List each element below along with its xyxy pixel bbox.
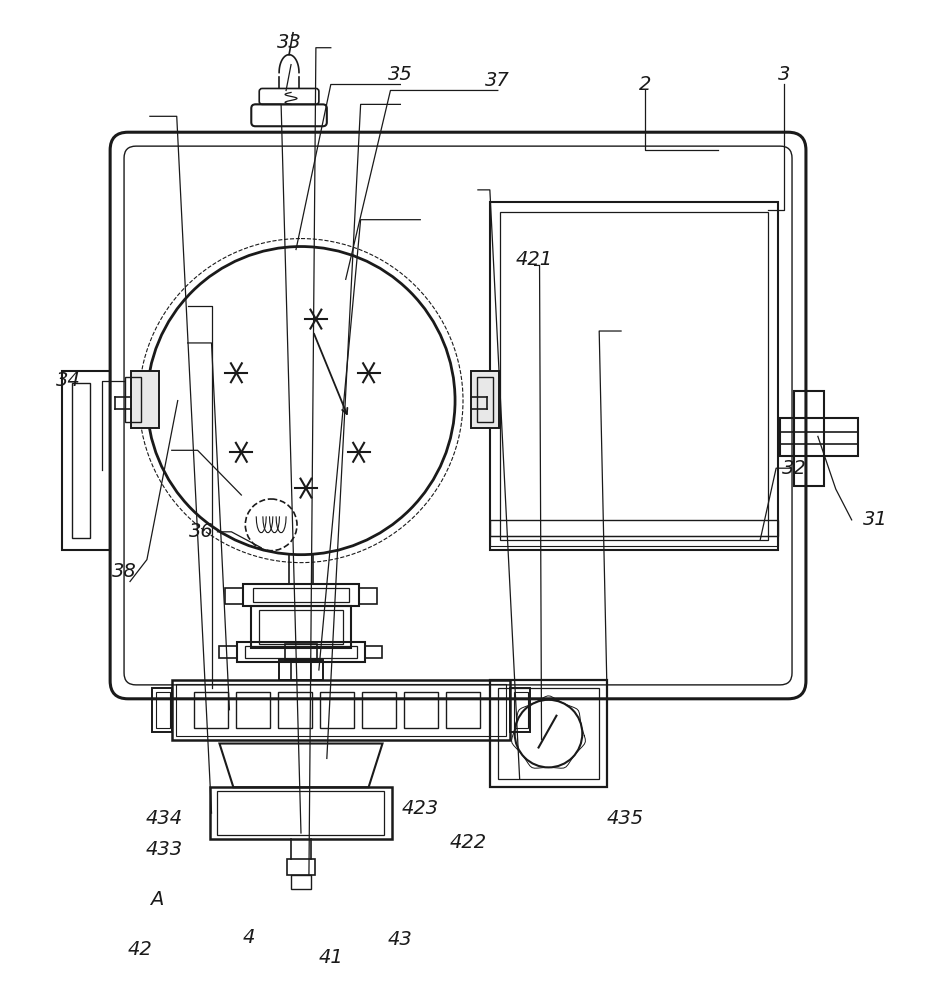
Bar <box>72 383 90 538</box>
Bar <box>217 791 384 835</box>
Bar <box>156 692 170 728</box>
Bar <box>193 692 227 728</box>
Bar <box>319 692 354 728</box>
Text: 38: 38 <box>111 562 136 581</box>
Bar <box>509 688 529 732</box>
Text: 36: 36 <box>189 522 213 541</box>
Text: 433: 433 <box>145 840 182 859</box>
Bar <box>210 787 392 839</box>
Bar <box>470 371 498 428</box>
Text: 421: 421 <box>515 250 552 269</box>
Bar <box>499 212 767 540</box>
Bar <box>243 584 358 606</box>
Text: 434: 434 <box>145 809 182 828</box>
Bar <box>285 644 316 660</box>
Bar <box>513 692 527 728</box>
Text: 2: 2 <box>638 75 651 94</box>
Text: 37: 37 <box>485 71 509 90</box>
Bar <box>358 588 376 604</box>
Text: 423: 423 <box>401 799 438 818</box>
Bar <box>62 371 110 550</box>
Bar <box>277 692 312 728</box>
Bar <box>219 646 238 658</box>
Text: 435: 435 <box>606 809 643 828</box>
Bar <box>780 418 857 456</box>
Bar <box>476 377 492 422</box>
Bar <box>245 646 356 658</box>
Text: 422: 422 <box>449 833 486 852</box>
Bar <box>489 520 778 536</box>
Bar <box>253 588 348 602</box>
Bar <box>131 371 159 428</box>
Bar <box>497 688 599 779</box>
Bar <box>172 680 509 740</box>
Text: 43: 43 <box>388 930 412 949</box>
Bar <box>278 660 323 680</box>
Bar <box>793 391 823 486</box>
Bar <box>236 692 269 728</box>
Bar <box>238 642 364 662</box>
Text: 35: 35 <box>388 65 412 84</box>
Bar <box>175 684 505 736</box>
Text: 32: 32 <box>780 459 806 478</box>
Bar <box>489 680 607 787</box>
Text: A: A <box>150 890 163 909</box>
Text: 3: 3 <box>777 65 790 84</box>
Bar <box>404 692 437 728</box>
Bar <box>445 692 480 728</box>
Text: 31: 31 <box>862 510 887 529</box>
Text: 33: 33 <box>277 33 301 52</box>
Bar <box>226 588 243 604</box>
Text: 34: 34 <box>56 371 81 390</box>
Text: 4: 4 <box>243 928 255 947</box>
Bar <box>489 536 778 546</box>
Bar <box>489 202 778 550</box>
Bar <box>151 688 172 732</box>
Bar <box>125 377 141 422</box>
Bar <box>361 692 395 728</box>
Text: 42: 42 <box>127 940 152 959</box>
Bar <box>290 875 311 889</box>
Bar <box>287 859 315 875</box>
Bar <box>259 610 342 644</box>
Text: 41: 41 <box>318 948 342 967</box>
Bar <box>251 606 350 648</box>
Bar <box>364 646 382 658</box>
